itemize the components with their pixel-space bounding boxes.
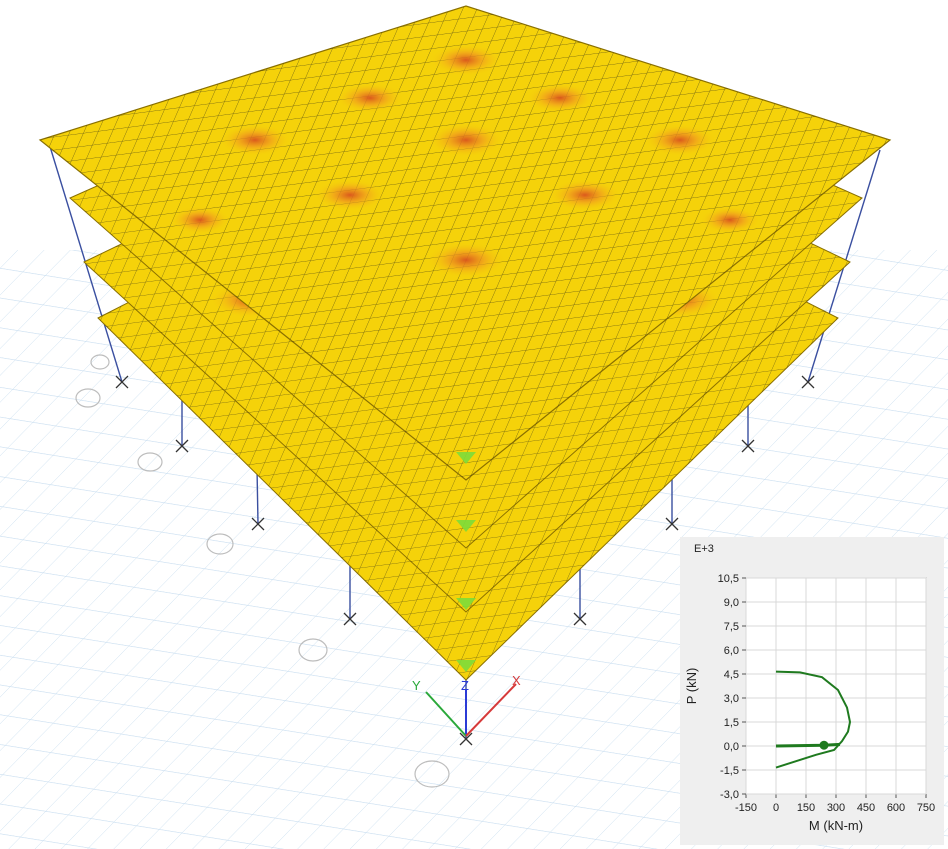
x-tick-label: 450 xyxy=(857,802,875,814)
y-tick-label: 7,5 xyxy=(724,621,739,633)
x-axis-label: M (kN-m) xyxy=(809,818,863,833)
y-tick-label: 6,0 xyxy=(724,645,739,657)
pm-curve-2 xyxy=(775,742,841,748)
pm-chart-svg: -150 0 150 300 450 600 750 10,5 9,0 7,5 6,0 4,5 3,0 1… xyxy=(684,573,935,833)
axis-triad: Z Y X xyxy=(412,673,521,737)
axis-label-y: Y xyxy=(412,678,421,693)
y-axis-label: P (kN) xyxy=(684,668,699,705)
y-tick-label: 10,5 xyxy=(718,573,739,585)
x-tick-label: 0 xyxy=(773,802,779,814)
y-tick-label: 0,0 xyxy=(724,741,739,753)
x-tick-label: 750 xyxy=(917,802,935,814)
x-tick-label: 150 xyxy=(797,802,815,814)
x-tick-label: -150 xyxy=(735,802,757,814)
y-tick-label: -1,5 xyxy=(720,765,739,777)
x-tick-label: 600 xyxy=(887,802,905,814)
supports xyxy=(115,375,815,746)
axis-label-z: Z xyxy=(461,678,469,693)
pm-current-point xyxy=(819,740,829,750)
grid-bubbles xyxy=(75,354,450,788)
y-tick-label: 3,0 xyxy=(724,693,739,705)
axis-label-x: X xyxy=(512,673,521,688)
slab-level-4 xyxy=(38,5,892,481)
pm-interaction-plot[interactable]: E+3 -150 0 150 300 450 600 750 10,5 9,0 7,5 6,0 4,5… xyxy=(680,537,944,845)
y-tick-label: 9,0 xyxy=(724,597,739,609)
green-patches xyxy=(456,452,476,672)
y-tick-label: -3,0 xyxy=(720,789,739,801)
exponent-label: E+3 xyxy=(694,543,714,555)
y-tick-label: 1,5 xyxy=(724,717,739,729)
pm-curve-1 xyxy=(775,670,852,769)
x-tick-label: 300 xyxy=(827,802,845,814)
y-tick-label: 4,5 xyxy=(724,669,739,681)
